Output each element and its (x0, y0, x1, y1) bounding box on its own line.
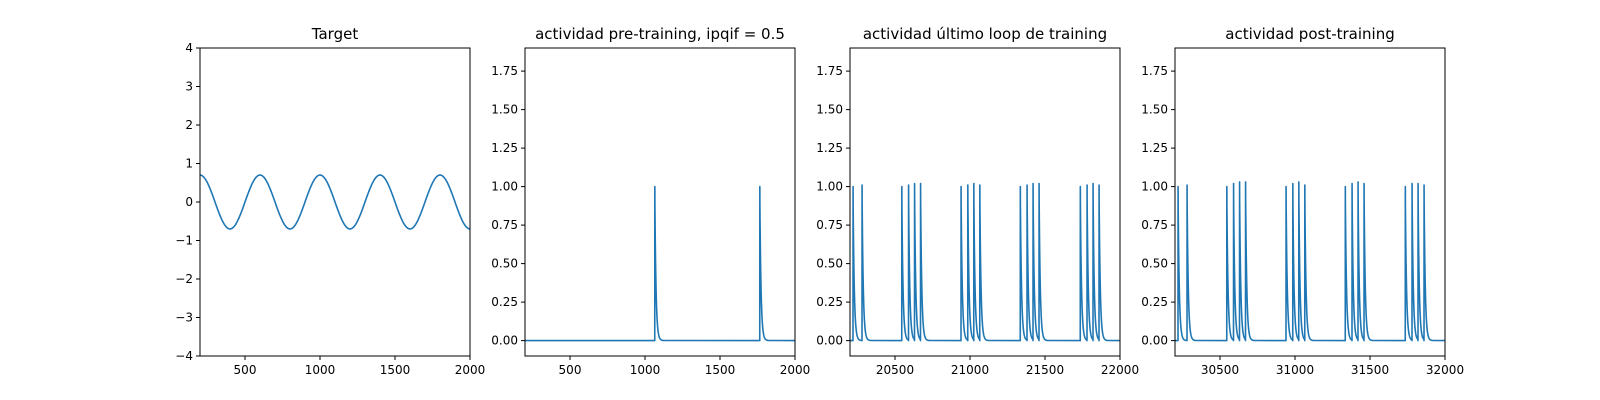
y-tick-label: 1.25 (491, 141, 518, 155)
axes-frame (849, 47, 1121, 357)
x-tick-label: 500 (234, 363, 257, 377)
panel-title: actividad pre-training, ipqif = 0.5 (535, 25, 785, 43)
panel-4: actividad post-training 30500 31000 31500 32… (1141, 25, 1464, 377)
y-tick-label: 1.25 (1141, 141, 1168, 155)
axes-frame (1174, 47, 1446, 357)
x-tick-label: 21500 (1026, 363, 1064, 377)
y-tick-label: 0.00 (816, 334, 843, 348)
y-tick-label: 0.25 (491, 295, 518, 309)
series-line (200, 174, 470, 230)
x-tick-label: 31000 (1276, 363, 1314, 377)
y-tick-label: 1.75 (1141, 64, 1168, 78)
y-tick-label: 0.25 (1141, 295, 1168, 309)
y-tick-label: 1.75 (491, 64, 518, 78)
y-tick-label: −4 (175, 349, 193, 363)
y-tick-label: 0.75 (816, 218, 843, 232)
y-tick-label: 1.00 (816, 180, 843, 194)
y-tick-label: −3 (175, 311, 193, 325)
axes-frame (524, 47, 796, 357)
panel-3: actividad último loop de training 20500 21… (816, 25, 1139, 377)
y-tick-label: 0.50 (1141, 257, 1168, 271)
panel-2: actividad pre-training, ipqif = 0.5 500 10… (491, 25, 810, 377)
y-tick-label: 1.50 (816, 103, 843, 117)
y-tick-label: 0.50 (491, 257, 518, 271)
x-tick-label: 500 (559, 363, 582, 377)
x-tick-label: 22000 (1101, 363, 1139, 377)
panel-title: actividad último loop de training (863, 25, 1107, 43)
x-tick-label: 30500 (1201, 363, 1239, 377)
y-tick-label: 1.75 (816, 64, 843, 78)
x-tick-label: 21000 (951, 363, 989, 377)
x-tick-label: 2000 (780, 363, 811, 377)
x-tick-label: 1000 (305, 363, 336, 377)
y-tick-label: 1.50 (491, 103, 518, 117)
panel-1: Target 500 1000 1500 2000 −4 −3 −2 −1 0 1 2 3 4 (175, 25, 485, 377)
y-tick-label: 0.75 (491, 218, 518, 232)
panel-title: Target (311, 25, 359, 43)
x-tick-label: 31500 (1351, 363, 1389, 377)
y-tick-label: 0.00 (1141, 334, 1168, 348)
x-tick-label: 20500 (876, 363, 914, 377)
x-tick-label: 1500 (705, 363, 736, 377)
y-tick-label: −1 (175, 234, 193, 248)
y-tick-label: 0.25 (816, 295, 843, 309)
y-tick-label: 1.50 (1141, 103, 1168, 117)
y-tick-label: 1.25 (816, 141, 843, 155)
x-tick-label: 2000 (455, 363, 486, 377)
y-tick-label: 2 (185, 118, 193, 132)
y-tick-label: 1.00 (1141, 180, 1168, 194)
series-line (850, 182, 1120, 342)
x-tick-label: 32000 (1426, 363, 1464, 377)
y-tick-label: 0.75 (1141, 218, 1168, 232)
y-tick-label: 1.00 (491, 180, 518, 194)
y-tick-label: 3 (185, 80, 193, 94)
y-tick-label: 0 (185, 195, 193, 209)
series-line (525, 185, 795, 342)
y-tick-label: −2 (175, 272, 193, 286)
y-tick-label: 0.00 (491, 334, 518, 348)
x-tick-label: 1500 (380, 363, 411, 377)
y-tick-label: 0.50 (816, 257, 843, 271)
series-line (1175, 181, 1445, 342)
y-tick-label: 4 (185, 41, 193, 55)
panel-title: actividad post-training (1225, 25, 1394, 43)
x-tick-label: 1000 (630, 363, 661, 377)
y-tick-label: 1 (185, 157, 193, 171)
